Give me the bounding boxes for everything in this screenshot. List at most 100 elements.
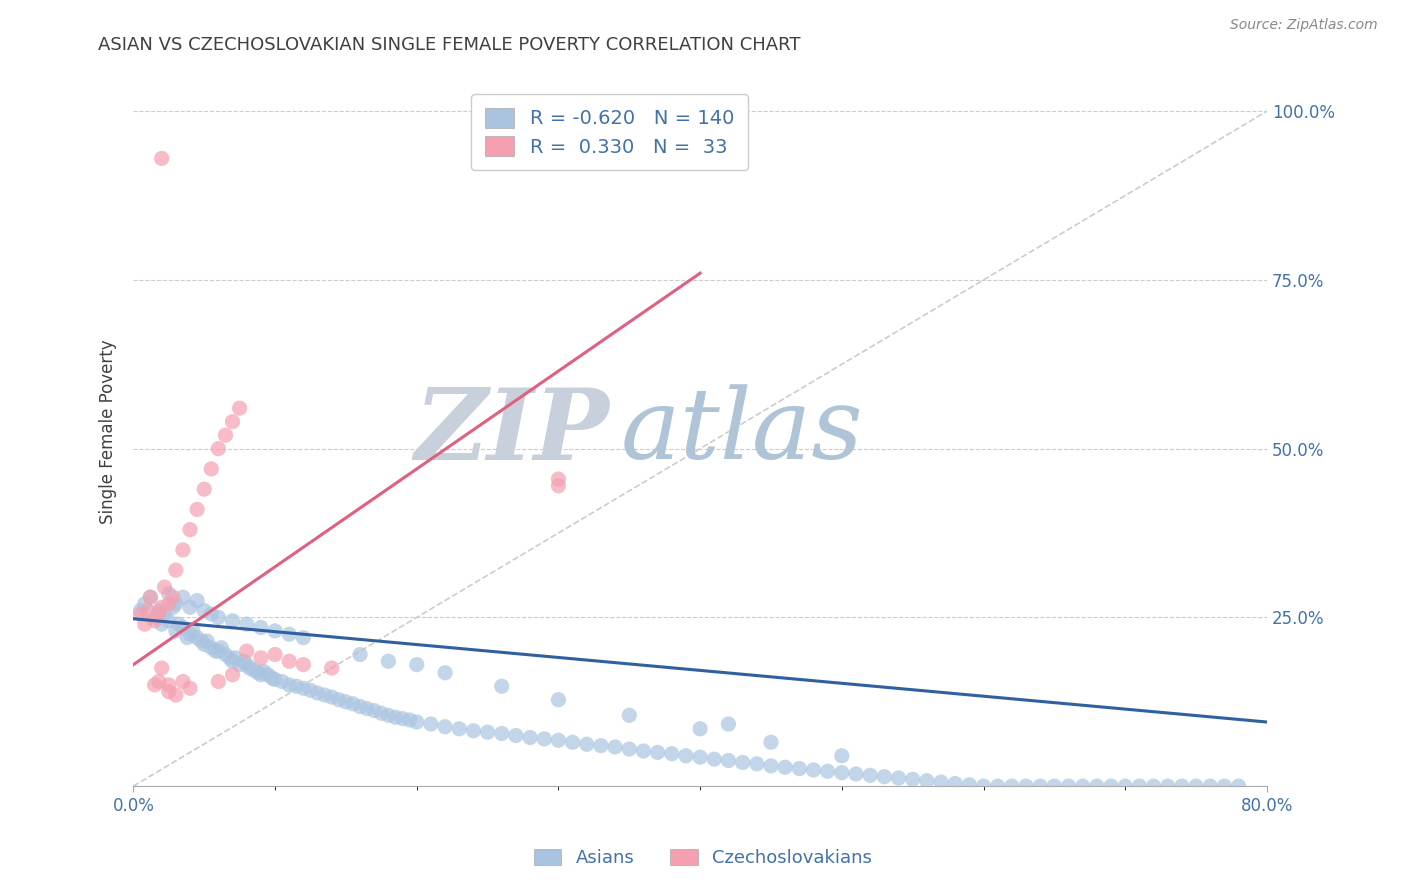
Point bbox=[186, 502, 208, 516]
Point bbox=[235, 644, 257, 658]
Point bbox=[165, 563, 187, 577]
Point bbox=[136, 604, 159, 618]
Point bbox=[957, 778, 980, 792]
Point bbox=[179, 681, 201, 696]
Point bbox=[214, 648, 236, 662]
Point bbox=[221, 654, 243, 668]
Point bbox=[619, 708, 641, 723]
Text: ZIP: ZIP bbox=[415, 384, 609, 480]
Point bbox=[264, 648, 287, 662]
Point bbox=[1185, 779, 1208, 793]
Point bbox=[1171, 779, 1194, 793]
Point bbox=[176, 631, 198, 645]
Point bbox=[179, 627, 201, 641]
Point bbox=[803, 763, 825, 777]
Point bbox=[134, 617, 156, 632]
Point bbox=[1085, 779, 1108, 793]
Point bbox=[129, 604, 152, 618]
Point bbox=[172, 590, 194, 604]
Point bbox=[717, 754, 740, 768]
Point bbox=[1057, 779, 1080, 793]
Point bbox=[285, 679, 308, 693]
Point bbox=[139, 590, 162, 604]
Point bbox=[675, 748, 697, 763]
Legend: R = -0.620   N = 140, R =  0.330   N =  33: R = -0.620 N = 140, R = 0.330 N = 33 bbox=[471, 95, 748, 170]
Point bbox=[224, 651, 246, 665]
Point bbox=[165, 688, 187, 702]
Point bbox=[221, 614, 243, 628]
Point bbox=[181, 624, 204, 638]
Point bbox=[195, 634, 218, 648]
Point bbox=[129, 607, 152, 621]
Point bbox=[1128, 779, 1150, 793]
Point bbox=[873, 770, 896, 784]
Point bbox=[153, 580, 176, 594]
Point bbox=[134, 597, 156, 611]
Point bbox=[491, 726, 513, 740]
Point bbox=[1227, 779, 1250, 793]
Point bbox=[887, 771, 910, 785]
Point bbox=[619, 742, 641, 756]
Point bbox=[179, 600, 201, 615]
Point bbox=[505, 729, 527, 743]
Point bbox=[204, 644, 226, 658]
Point bbox=[547, 692, 569, 706]
Point bbox=[292, 681, 315, 696]
Point bbox=[193, 637, 215, 651]
Point bbox=[307, 686, 329, 700]
Point bbox=[235, 617, 257, 632]
Point bbox=[209, 640, 232, 655]
Point bbox=[278, 678, 301, 692]
Point bbox=[200, 640, 222, 655]
Point bbox=[148, 607, 170, 621]
Point bbox=[547, 733, 569, 747]
Point bbox=[943, 776, 966, 790]
Point bbox=[384, 710, 406, 724]
Point bbox=[232, 654, 254, 668]
Point bbox=[242, 663, 264, 677]
Point bbox=[1043, 779, 1066, 793]
Point bbox=[157, 614, 180, 628]
Point bbox=[349, 699, 371, 714]
Point bbox=[200, 462, 222, 476]
Point bbox=[165, 624, 187, 638]
Point bbox=[264, 624, 287, 638]
Point bbox=[150, 661, 173, 675]
Legend: Asians, Czechoslovakians: Asians, Czechoslovakians bbox=[527, 841, 879, 874]
Point bbox=[264, 673, 287, 687]
Point bbox=[193, 482, 215, 496]
Point bbox=[773, 760, 796, 774]
Point bbox=[228, 657, 250, 672]
Point bbox=[214, 428, 236, 442]
Point bbox=[434, 665, 457, 680]
Point bbox=[1071, 779, 1094, 793]
Point bbox=[342, 697, 364, 711]
Point bbox=[575, 737, 598, 751]
Point bbox=[186, 631, 208, 645]
Point bbox=[162, 590, 184, 604]
Point bbox=[139, 590, 162, 604]
Point bbox=[519, 731, 541, 745]
Point bbox=[533, 731, 555, 746]
Point bbox=[398, 713, 420, 727]
Point bbox=[328, 692, 350, 706]
Point bbox=[221, 667, 243, 681]
Point bbox=[238, 661, 260, 675]
Point bbox=[377, 654, 399, 668]
Point bbox=[186, 593, 208, 607]
Point bbox=[929, 775, 952, 789]
Point bbox=[463, 723, 485, 738]
Point bbox=[278, 627, 301, 641]
Point bbox=[278, 654, 301, 668]
Point bbox=[356, 701, 378, 715]
Point bbox=[1157, 779, 1180, 793]
Point bbox=[172, 621, 194, 635]
Point bbox=[218, 651, 240, 665]
Point bbox=[391, 712, 413, 726]
Point bbox=[228, 401, 250, 416]
Point bbox=[405, 657, 427, 672]
Point bbox=[165, 597, 187, 611]
Point bbox=[561, 735, 583, 749]
Point bbox=[250, 651, 273, 665]
Point bbox=[1001, 779, 1024, 793]
